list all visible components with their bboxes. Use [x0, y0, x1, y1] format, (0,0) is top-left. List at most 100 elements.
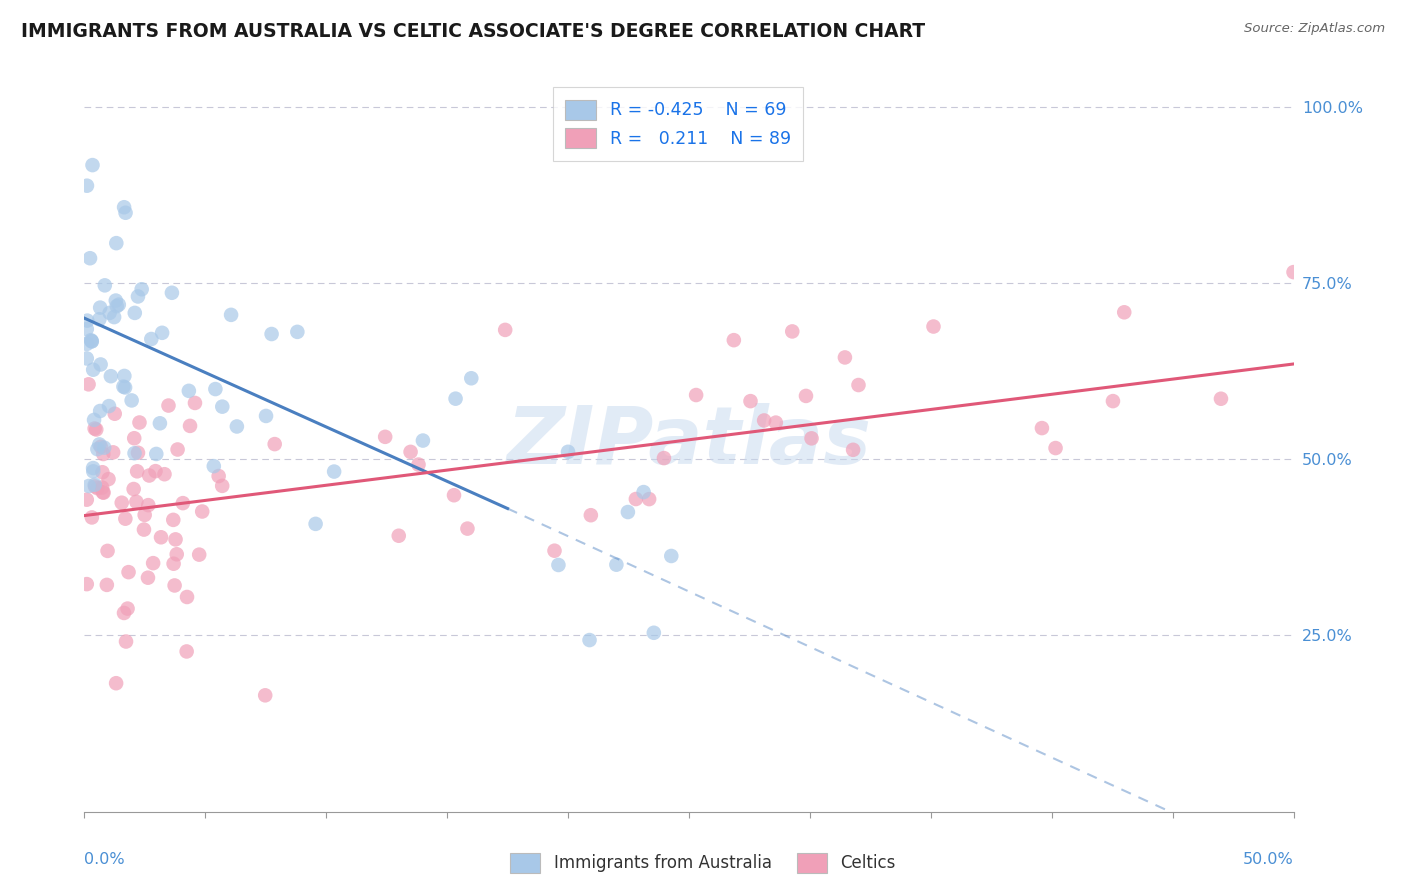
- Point: [145, 447, 167, 461]
- Point: [800, 431, 823, 445]
- Point: [659, 549, 682, 563]
- Text: 50.0%: 50.0%: [1243, 853, 1294, 867]
- Point: [254, 409, 277, 423]
- Point: [179, 418, 201, 433]
- Point: [89, 312, 111, 326]
- Point: [188, 548, 211, 562]
- Point: [76, 351, 98, 366]
- Point: [211, 479, 233, 493]
- Text: Source: ZipAtlas.com: Source: ZipAtlas.com: [1244, 22, 1385, 36]
- Point: [122, 431, 145, 445]
- Point: [125, 495, 148, 509]
- Point: [157, 399, 180, 413]
- Point: [86, 442, 108, 457]
- Point: [176, 590, 198, 604]
- Point: [260, 326, 283, 341]
- Point: [652, 451, 675, 466]
- Point: [124, 306, 146, 320]
- Point: [444, 392, 467, 406]
- Point: [643, 625, 665, 640]
- Point: [263, 437, 285, 451]
- Point: [134, 508, 156, 522]
- Point: [494, 323, 516, 337]
- Point: [124, 446, 146, 460]
- Point: [127, 464, 149, 478]
- Point: [685, 388, 707, 402]
- Point: [76, 492, 98, 507]
- Point: [127, 446, 149, 460]
- Point: [127, 289, 149, 303]
- Point: [219, 308, 242, 322]
- Point: [77, 377, 100, 392]
- Point: [76, 178, 98, 193]
- Point: [77, 479, 100, 493]
- Point: [211, 400, 233, 414]
- Point: [114, 511, 136, 525]
- Point: [162, 513, 184, 527]
- Point: [460, 371, 482, 385]
- Point: [80, 333, 103, 347]
- Text: 0.0%: 0.0%: [84, 853, 125, 867]
- Point: [89, 404, 111, 418]
- Point: [304, 516, 326, 531]
- Point: [374, 430, 396, 444]
- Point: [105, 236, 128, 251]
- Point: [138, 468, 160, 483]
- Point: [83, 421, 105, 435]
- Point: [80, 334, 103, 349]
- Point: [780, 325, 803, 339]
- Point: [145, 464, 167, 478]
- Point: [96, 544, 118, 558]
- Point: [388, 529, 411, 543]
- Point: [141, 332, 163, 346]
- Point: [98, 399, 121, 413]
- Point: [136, 498, 159, 512]
- Point: [93, 441, 115, 455]
- Point: [408, 458, 430, 472]
- Point: [89, 301, 111, 315]
- Point: [172, 496, 194, 510]
- Point: [142, 556, 165, 570]
- Point: [112, 379, 135, 393]
- Point: [82, 461, 104, 475]
- Point: [112, 606, 135, 620]
- Point: [131, 282, 153, 296]
- Point: [76, 313, 98, 327]
- Point: [834, 351, 856, 365]
- Point: [285, 325, 308, 339]
- Point: [112, 368, 135, 383]
- Point: [323, 465, 346, 479]
- Point: [605, 558, 627, 572]
- Point: [86, 481, 108, 495]
- Point: [624, 491, 647, 506]
- Point: [638, 492, 661, 507]
- Point: [111, 496, 134, 510]
- Point: [1209, 392, 1232, 406]
- Point: [90, 440, 112, 454]
- Point: [160, 285, 183, 300]
- Point: [100, 369, 122, 384]
- Point: [191, 504, 214, 518]
- Point: [633, 485, 655, 500]
- Point: [84, 423, 107, 437]
- Point: [557, 445, 579, 459]
- Point: [752, 413, 775, 427]
- Point: [225, 419, 247, 434]
- Point: [80, 510, 103, 524]
- Point: [543, 543, 565, 558]
- Point: [1282, 265, 1305, 279]
- Point: [765, 416, 787, 430]
- Point: [105, 676, 128, 690]
- Point: [579, 508, 602, 523]
- Point: [101, 445, 124, 459]
- Point: [1031, 421, 1053, 435]
- Legend: Immigrants from Australia, Celtics: Immigrants from Australia, Celtics: [503, 847, 903, 880]
- Point: [1045, 441, 1067, 455]
- Point: [617, 505, 640, 519]
- Point: [842, 442, 865, 457]
- Point: [84, 479, 107, 493]
- Point: [547, 558, 569, 572]
- Point: [136, 571, 159, 585]
- Point: [82, 464, 104, 478]
- Point: [177, 384, 200, 398]
